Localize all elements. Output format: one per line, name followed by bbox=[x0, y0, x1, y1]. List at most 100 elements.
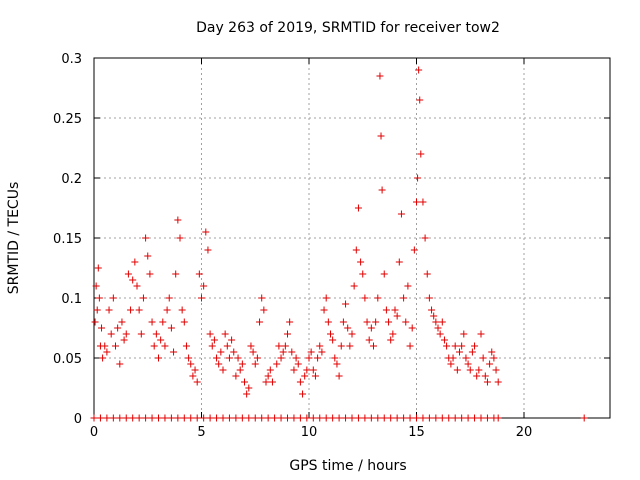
data-point-marker bbox=[488, 348, 496, 356]
data-point-marker bbox=[376, 72, 384, 80]
data-point-marker bbox=[133, 282, 141, 290]
data-point-marker bbox=[372, 318, 380, 326]
data-point-marker bbox=[438, 414, 446, 422]
data-point-marker bbox=[462, 354, 470, 362]
data-point-marker bbox=[191, 366, 199, 374]
data-point-marker bbox=[309, 366, 317, 374]
data-point-marker bbox=[428, 306, 436, 314]
data-point-marker bbox=[374, 294, 382, 302]
data-point-marker bbox=[256, 318, 264, 326]
data-point-marker bbox=[443, 342, 451, 350]
data-point-marker bbox=[367, 414, 375, 422]
data-point-marker bbox=[361, 414, 369, 422]
data-point-marker bbox=[96, 414, 104, 422]
data-point-marker bbox=[170, 348, 178, 356]
data-point-marker bbox=[359, 270, 367, 278]
y-axis-label: SRMTID / TECUs bbox=[6, 182, 22, 295]
data-point-marker bbox=[182, 342, 190, 350]
data-point-marker bbox=[423, 270, 431, 278]
data-point-marker bbox=[339, 318, 347, 326]
data-point-marker bbox=[223, 342, 231, 350]
data-point-marker bbox=[120, 336, 128, 344]
grid bbox=[94, 58, 610, 418]
data-point-marker bbox=[350, 282, 358, 290]
data-point-marker bbox=[144, 252, 152, 260]
data-point-marker bbox=[322, 294, 330, 302]
x-tick-label: 15 bbox=[408, 425, 425, 440]
data-point-marker bbox=[346, 342, 354, 350]
data-point-marker bbox=[159, 318, 167, 326]
data-point-marker bbox=[286, 318, 294, 326]
data-point-marker bbox=[344, 324, 352, 332]
data-point-marker bbox=[440, 336, 448, 344]
data-point-marker bbox=[210, 336, 218, 344]
data-point-marker bbox=[92, 282, 100, 290]
x-tick-label: 20 bbox=[516, 425, 533, 440]
data-point-marker bbox=[432, 318, 440, 326]
data-point-marker bbox=[180, 318, 188, 326]
data-point-marker bbox=[208, 342, 216, 350]
data-point-marker bbox=[161, 414, 169, 422]
data-point-marker bbox=[238, 360, 246, 368]
data-point-marker bbox=[95, 294, 103, 302]
data-point-marker bbox=[316, 414, 324, 422]
data-point-marker bbox=[157, 336, 165, 344]
data-point-marker bbox=[275, 342, 283, 350]
data-point-marker bbox=[288, 348, 296, 356]
data-point-marker bbox=[449, 354, 457, 362]
x-tick-label: 0 bbox=[90, 425, 98, 440]
data-point-marker bbox=[249, 348, 257, 356]
x-axis-label: GPS time / hours bbox=[289, 458, 406, 474]
data-point-marker bbox=[382, 306, 390, 314]
data-point-marker bbox=[215, 360, 223, 368]
data-point-marker bbox=[219, 414, 227, 422]
data-point-marker bbox=[477, 414, 485, 422]
data-point-marker bbox=[253, 354, 261, 362]
data-point-marker bbox=[187, 414, 195, 422]
data-point-marker bbox=[155, 414, 162, 422]
y-tick-label: 0.05 bbox=[53, 352, 82, 367]
data-point-marker bbox=[458, 342, 466, 350]
data-point-marker bbox=[271, 414, 279, 422]
data-point-marker bbox=[206, 330, 214, 338]
data-point-marker bbox=[335, 414, 343, 422]
data-point-marker bbox=[342, 300, 350, 308]
data-point-marker bbox=[114, 324, 122, 332]
data-point-marker bbox=[277, 414, 285, 422]
x-tick-label: 10 bbox=[301, 425, 318, 440]
data-point-marker bbox=[481, 372, 489, 380]
data-point-marker bbox=[299, 390, 307, 398]
data-point-marker bbox=[142, 234, 150, 242]
data-point-marker bbox=[103, 348, 111, 356]
y-tick-label: 0 bbox=[74, 412, 82, 427]
data-point-marker bbox=[410, 246, 418, 254]
data-point-marker bbox=[281, 342, 289, 350]
data-point-marker bbox=[354, 204, 362, 212]
data-point-marker bbox=[221, 330, 229, 338]
data-point-marker bbox=[483, 378, 491, 386]
data-point-marker bbox=[124, 270, 132, 278]
data-point-marker bbox=[307, 348, 315, 356]
data-point-marker bbox=[400, 414, 408, 422]
y-tick-label: 0.15 bbox=[53, 232, 82, 247]
data-point-marker bbox=[219, 366, 227, 374]
data-point-marker bbox=[232, 372, 240, 380]
data-point-marker bbox=[451, 414, 459, 422]
data-point-marker bbox=[391, 306, 399, 314]
data-point-marker bbox=[213, 354, 221, 362]
data-point-marker bbox=[112, 342, 119, 350]
data-point-marker bbox=[397, 210, 405, 218]
data-point-marker bbox=[425, 294, 433, 302]
data-point-marker bbox=[135, 306, 143, 314]
data-point-marker bbox=[260, 306, 268, 314]
data-point-marker bbox=[258, 294, 266, 302]
data-point-marker bbox=[406, 342, 414, 350]
y-tick-label: 0.25 bbox=[53, 112, 82, 127]
data-point-marker bbox=[400, 294, 408, 302]
data-point-marker bbox=[268, 378, 276, 386]
data-point-marker bbox=[176, 234, 184, 242]
data-point-marker bbox=[303, 414, 311, 422]
data-point-marker bbox=[377, 132, 385, 140]
data-point-marker bbox=[150, 342, 158, 350]
data-point-marker bbox=[290, 414, 298, 422]
